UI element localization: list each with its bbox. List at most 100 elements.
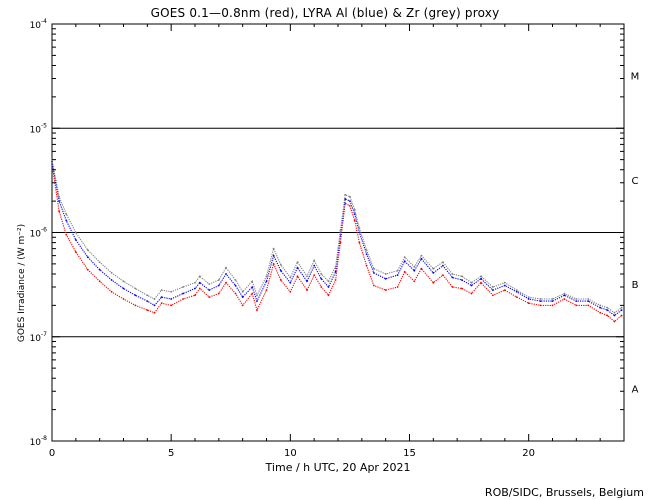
- data-point: [620, 314, 623, 317]
- data-point: [365, 253, 368, 256]
- data-point: [349, 205, 351, 207]
- data-point: [515, 289, 518, 291]
- series-2: [51, 158, 623, 314]
- data-point: [198, 281, 201, 284]
- data-point: [256, 294, 258, 297]
- series-line: [51, 161, 622, 317]
- data-point: [217, 279, 220, 281]
- x-tick-label: 15: [403, 448, 416, 459]
- data-point: [470, 292, 473, 295]
- data-point: [461, 287, 463, 290]
- data-point: [320, 286, 323, 288]
- data-point: [442, 261, 444, 263]
- data-point: [599, 304, 602, 307]
- data-point: [110, 290, 113, 293]
- data-point: [153, 304, 156, 307]
- data-point: [272, 263, 275, 265]
- data-point: [146, 309, 149, 311]
- data-point: [420, 254, 423, 257]
- data-point: [461, 279, 463, 281]
- data-point: [551, 300, 554, 302]
- x-axis-label: Time / h UTC, 20 Apr 2021: [265, 461, 411, 474]
- data-point: [365, 249, 368, 251]
- data-point: [539, 304, 542, 307]
- data-point: [503, 281, 506, 284]
- data-point: [327, 286, 330, 288]
- data-point: [461, 275, 463, 278]
- data-point: [403, 260, 406, 263]
- data-point: [442, 274, 444, 276]
- data-point: [358, 227, 361, 230]
- data-point: [432, 267, 435, 270]
- data-point: [241, 304, 244, 307]
- data-point: [160, 302, 163, 305]
- data-point: [170, 304, 173, 307]
- data-point: [539, 298, 542, 300]
- data-point: [334, 265, 337, 268]
- data-point: [551, 298, 554, 300]
- data-point: [620, 309, 623, 311]
- data-point: [289, 281, 292, 284]
- data-point: [320, 273, 323, 275]
- data-point: [492, 286, 494, 288]
- data-point: [86, 256, 89, 259]
- y-axis-label: GOES Irradiance / (W m⁻²): [17, 223, 27, 343]
- series-line: [51, 164, 622, 323]
- data-point: [432, 281, 435, 284]
- y-tick-label: 10-5: [30, 122, 48, 135]
- data-point: [74, 239, 77, 241]
- data-point: [339, 241, 342, 244]
- data-point: [279, 263, 282, 266]
- data-point: [587, 300, 590, 302]
- data-point: [251, 280, 254, 283]
- data-point: [272, 254, 275, 257]
- data-point: [272, 247, 275, 250]
- data-point: [539, 300, 542, 302]
- data-point: [480, 275, 482, 278]
- data-point: [327, 280, 330, 283]
- data-point: [353, 213, 356, 216]
- data-point: [146, 300, 149, 302]
- data-point: [349, 195, 351, 198]
- data-point: [358, 241, 361, 244]
- data-point: [74, 231, 77, 234]
- data-point: [134, 304, 137, 307]
- data-point: [515, 290, 518, 293]
- x-tick-label: 5: [168, 448, 174, 459]
- data-point: [170, 290, 173, 293]
- data-point: [265, 275, 268, 278]
- data-point: [208, 289, 211, 291]
- data-point: [451, 273, 454, 275]
- data-point: [198, 275, 201, 278]
- data-point: [65, 219, 68, 222]
- data-point: [86, 249, 89, 251]
- data-point: [241, 290, 244, 293]
- data-point: [194, 287, 196, 290]
- data-point: [234, 284, 237, 287]
- data-point: [503, 289, 506, 291]
- data-point: [334, 270, 337, 273]
- data-point: [327, 294, 330, 297]
- x-tick-label: 20: [522, 448, 535, 459]
- data-point: [413, 265, 416, 268]
- data-point: [480, 281, 482, 284]
- data-point: [74, 251, 77, 253]
- y-tick-label: 10-6: [30, 227, 48, 240]
- data-point: [503, 284, 506, 287]
- data-point: [198, 287, 201, 290]
- data-point: [296, 261, 299, 263]
- data-point: [110, 272, 113, 274]
- x-tick-label: 0: [49, 448, 55, 459]
- data-point: [153, 298, 156, 300]
- flare-class-label: B: [632, 280, 639, 291]
- data-point: [480, 277, 482, 280]
- data-point: [575, 300, 578, 302]
- data-point: [146, 294, 149, 297]
- data-point: [58, 210, 60, 213]
- data-point: [122, 280, 125, 283]
- data-point: [527, 302, 530, 305]
- data-point: [420, 267, 423, 270]
- data-point: [384, 273, 387, 275]
- data-point: [58, 195, 60, 198]
